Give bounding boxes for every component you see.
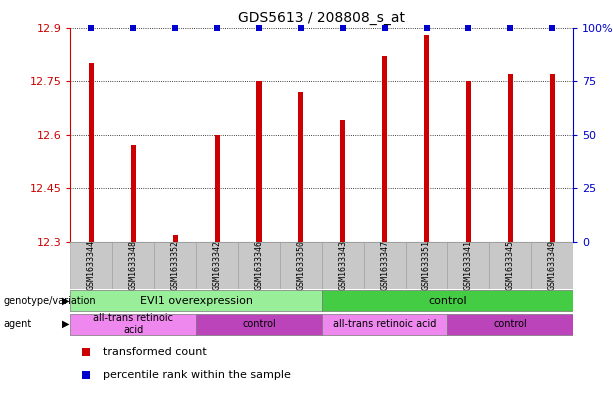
Text: transformed count: transformed count [103,347,207,357]
Text: GSM1633343: GSM1633343 [338,240,348,290]
Bar [531,242,573,289]
Text: control: control [242,319,276,329]
Bar [508,74,513,242]
Text: GSM1633350: GSM1633350 [296,240,305,290]
Bar [238,242,280,289]
Text: control: control [493,319,527,329]
Text: GSM1633344: GSM1633344 [87,240,96,290]
Text: GSM1633352: GSM1633352 [170,240,180,290]
Text: GSM1633345: GSM1633345 [506,240,515,290]
Text: genotype/variation: genotype/variation [3,296,96,306]
Bar [447,314,573,335]
Bar [154,242,196,289]
Text: GSM1633341: GSM1633341 [464,240,473,290]
Text: GSM1633349: GSM1633349 [547,240,557,290]
Bar [340,120,345,242]
Bar [280,242,322,289]
Bar [112,242,154,289]
Text: all-trans retinoic
acid: all-trans retinoic acid [93,314,173,335]
Bar [406,242,447,289]
Bar [489,242,531,289]
Bar [322,242,364,289]
Bar [70,242,112,289]
Bar [322,314,447,335]
Bar [196,314,322,335]
Bar [424,35,429,242]
Bar [466,81,471,242]
Text: agent: agent [3,319,31,329]
Text: all-trans retinoic acid: all-trans retinoic acid [333,319,436,329]
Text: GSM1633342: GSM1633342 [213,240,222,290]
Bar [364,242,406,289]
Bar [70,290,322,311]
Title: GDS5613 / 208808_s_at: GDS5613 / 208808_s_at [238,11,405,25]
Bar [447,242,489,289]
Text: ▶: ▶ [63,319,70,329]
Text: GSM1633351: GSM1633351 [422,240,431,290]
Bar [89,63,94,242]
Text: control: control [428,296,467,306]
Bar [196,242,238,289]
Text: GSM1633348: GSM1633348 [129,240,138,290]
Bar [550,74,555,242]
Text: EVI1 overexpression: EVI1 overexpression [140,296,253,306]
Bar [70,314,196,335]
Bar [322,290,573,311]
Bar [299,92,303,242]
Bar [256,81,262,242]
Bar [131,145,136,242]
Text: GSM1633347: GSM1633347 [380,240,389,290]
Bar [173,235,178,242]
Text: ▶: ▶ [63,296,70,306]
Bar [215,135,219,242]
Text: percentile rank within the sample: percentile rank within the sample [103,370,291,380]
Text: GSM1633346: GSM1633346 [254,240,264,290]
Bar [382,56,387,242]
